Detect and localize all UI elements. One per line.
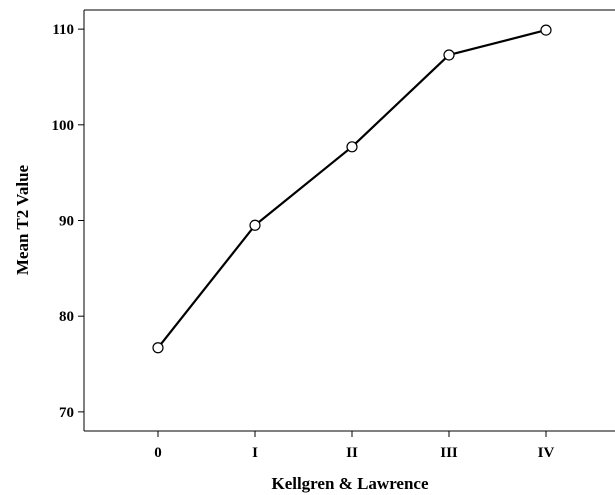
series-polyline	[157, 29, 547, 349]
x-tick-label: II	[346, 445, 358, 461]
y-tick-label: 70	[59, 405, 74, 421]
data-point	[443, 49, 455, 61]
x-tick-label: IV	[538, 445, 555, 461]
y-tick-label: 90	[59, 214, 74, 230]
x-tick-label: III	[440, 445, 458, 461]
y-axis: 70 80 90 100 110	[52, 22, 84, 421]
y-tick-label: 110	[52, 22, 74, 38]
data-point	[540, 24, 552, 36]
data-point	[346, 141, 358, 153]
data-point	[152, 342, 164, 354]
y-tick-label: 100	[52, 118, 75, 134]
series-line	[157, 29, 547, 349]
x-axis: 0 I II III IV	[154, 431, 555, 461]
x-tick-label: I	[252, 445, 258, 461]
series-markers	[152, 24, 552, 354]
plot-frame	[83, 9, 615, 432]
y-tick-label: 80	[59, 309, 74, 325]
y-axis-title: Mean T2 Value	[13, 164, 32, 275]
x-axis-title: Kellgren & Lawrence	[271, 474, 429, 493]
data-point	[249, 219, 261, 231]
x-tick-label: 0	[154, 445, 162, 461]
